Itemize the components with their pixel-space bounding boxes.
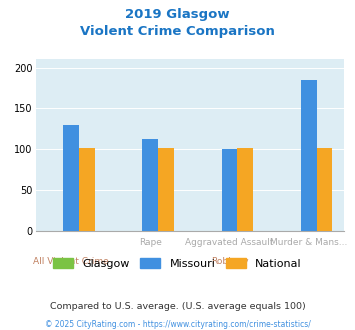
Text: Aggravated Assault: Aggravated Assault <box>185 238 274 247</box>
Text: Murder & Mans...: Murder & Mans... <box>270 238 348 247</box>
Text: Violent Crime Comparison: Violent Crime Comparison <box>80 25 275 38</box>
Text: Robbery: Robbery <box>211 257 248 266</box>
Bar <box>142 140 158 231</box>
Text: 2019 Glasgow: 2019 Glasgow <box>125 8 230 21</box>
Bar <box>301 80 317 231</box>
Bar <box>63 125 79 231</box>
Bar <box>79 148 95 231</box>
Text: Compared to U.S. average. (U.S. average equals 100): Compared to U.S. average. (U.S. average … <box>50 302 305 311</box>
Bar <box>222 149 237 231</box>
Bar <box>317 148 333 231</box>
Text: All Violent Crime: All Violent Crime <box>33 257 109 266</box>
Bar <box>158 148 174 231</box>
Bar <box>237 148 253 231</box>
Legend: Glasgow, Missouri, National: Glasgow, Missouri, National <box>49 253 306 273</box>
Text: Rape: Rape <box>139 238 162 247</box>
Text: © 2025 CityRating.com - https://www.cityrating.com/crime-statistics/: © 2025 CityRating.com - https://www.city… <box>45 320 310 329</box>
